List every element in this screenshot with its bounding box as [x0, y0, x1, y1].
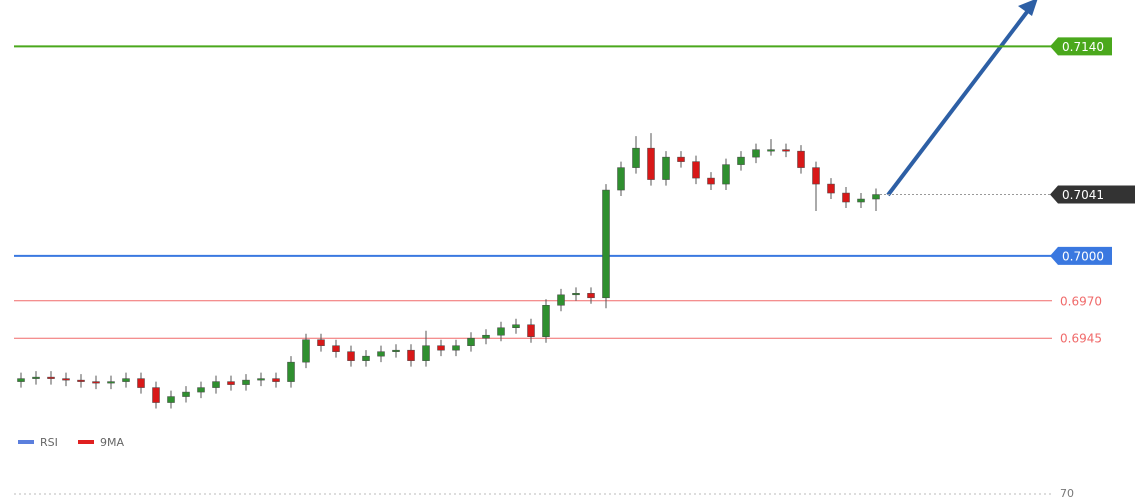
- candle-body: [257, 378, 265, 381]
- arrow-head: [1018, 0, 1038, 16]
- candle-body: [182, 391, 190, 397]
- candle-body: [842, 192, 850, 203]
- candle-body: [782, 149, 790, 152]
- candle-body: [557, 294, 565, 306]
- candle-body: [647, 147, 655, 180]
- candle-body: [482, 334, 490, 339]
- candle-body: [752, 149, 760, 158]
- candle-body: [437, 345, 445, 351]
- candle-body: [812, 167, 820, 185]
- candle-body: [407, 349, 415, 361]
- candle-body: [392, 349, 400, 352]
- legend-label: 9MA: [100, 436, 124, 449]
- candle-body: [47, 376, 55, 379]
- candle-body: [602, 189, 610, 299]
- candle-body: [287, 361, 295, 382]
- candle-body: [857, 198, 865, 203]
- candle-body: [347, 351, 355, 361]
- level-label: 0.7000: [1062, 249, 1104, 263]
- candle-body: [152, 387, 160, 403]
- candle-body: [452, 345, 460, 351]
- legend-swatch: [78, 440, 94, 444]
- candle-body: [242, 379, 250, 385]
- last-price-label: 0.7041: [1062, 188, 1104, 202]
- candle-body: [197, 387, 205, 393]
- legend-label: RSI: [40, 436, 58, 449]
- candle-body: [422, 345, 430, 361]
- candle-body: [272, 378, 280, 382]
- candle-body: [227, 381, 235, 385]
- candle-body: [212, 381, 220, 388]
- forecast-arrow: [886, 6, 1032, 197]
- candle-body: [632, 147, 640, 168]
- candle-body: [692, 161, 700, 179]
- candle-body: [827, 183, 835, 194]
- candle-body: [317, 339, 325, 346]
- candle-body: [662, 156, 670, 180]
- candle-body: [572, 293, 580, 296]
- candle-body: [377, 351, 385, 357]
- candle-body: [527, 324, 535, 337]
- candle-body: [62, 378, 70, 381]
- candle-body: [722, 164, 730, 185]
- candle-body: [137, 378, 145, 388]
- candle-body: [587, 293, 595, 299]
- candle-body: [737, 156, 745, 165]
- candle-body: [467, 337, 475, 346]
- last-price-tag: [1050, 185, 1135, 204]
- indicator-tick-label: 70: [1060, 487, 1074, 500]
- candle-body: [32, 376, 40, 379]
- level-label: 0.6945: [1060, 332, 1102, 346]
- candle-body: [767, 149, 775, 152]
- candle-body: [872, 194, 880, 200]
- candle-body: [302, 339, 310, 363]
- candle-body: [542, 305, 550, 337]
- candle-body: [362, 355, 370, 361]
- candle-body: [797, 150, 805, 168]
- candle-body: [107, 381, 115, 384]
- legend-swatch: [18, 440, 34, 444]
- candle-body: [332, 345, 340, 352]
- level-label: 0.7140: [1062, 40, 1104, 54]
- candle-body: [77, 379, 85, 382]
- candle-body: [677, 156, 685, 162]
- candle-body: [497, 327, 505, 336]
- candle-body: [122, 378, 130, 382]
- level-label: 0.6970: [1060, 294, 1102, 308]
- candle-body: [617, 167, 625, 191]
- candle-body: [17, 378, 25, 382]
- level-tag: [1050, 246, 1112, 265]
- candle-body: [167, 396, 175, 403]
- candle-body: [512, 324, 520, 328]
- level-tag: [1050, 37, 1112, 56]
- candle-body: [92, 381, 100, 384]
- candle-body: [707, 177, 715, 185]
